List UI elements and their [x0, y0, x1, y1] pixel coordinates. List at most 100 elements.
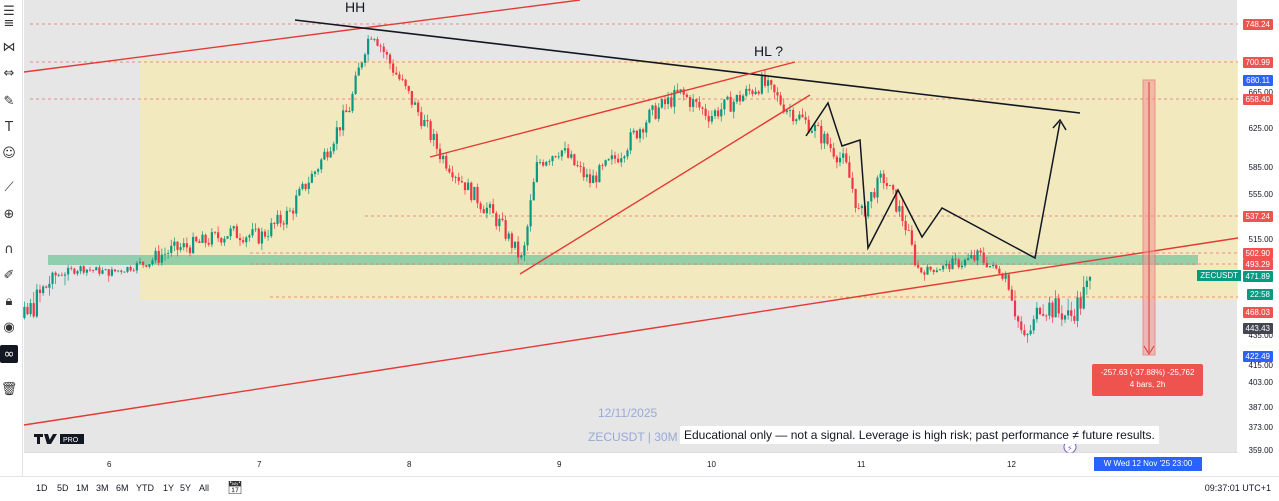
emoji-icon[interactable]: ☺: [0, 144, 18, 162]
candle-body: [55, 273, 57, 276]
candle-body: [205, 235, 207, 243]
candle-body: [342, 110, 344, 130]
candle-body: [36, 290, 38, 317]
candle-body: [123, 272, 125, 273]
candle-body: [1020, 321, 1022, 330]
horizontal-lines-icon[interactable]: ≡: [0, 14, 18, 32]
candle-body: [673, 90, 675, 107]
candle-body: [251, 229, 253, 235]
candle-body: [698, 102, 700, 108]
candle-body: [930, 267, 932, 270]
brush-icon[interactable]: ✎: [0, 92, 18, 110]
text-icon[interactable]: T: [0, 118, 18, 136]
candle-body: [226, 236, 228, 238]
time-axis[interactable]: [24, 453, 1238, 476]
candle-body: [789, 110, 791, 111]
tradingview-logo: PRO: [34, 432, 86, 446]
price-tag: 493.29: [1243, 259, 1273, 270]
candle-body: [264, 232, 266, 237]
candle-body: [733, 102, 735, 112]
zoom-icon[interactable]: ⊕: [0, 205, 18, 223]
timeframe-1m[interactable]: 1M: [76, 483, 89, 493]
candle-body: [905, 221, 907, 230]
magnet-icon[interactable]: ∩: [0, 240, 18, 258]
candle-body: [608, 159, 610, 160]
candle-body: [917, 265, 919, 267]
candle-body: [76, 271, 78, 273]
candle-body: [405, 80, 407, 86]
fib-icon[interactable]: ⇔: [0, 64, 18, 82]
candle-body: [567, 148, 569, 157]
eye-icon[interactable]: ◉: [0, 318, 18, 336]
candle-body: [1080, 297, 1082, 308]
trash-icon[interactable]: 🗑︎: [0, 380, 18, 398]
candle-body: [792, 110, 794, 121]
candle-body: [583, 167, 585, 177]
candle-body: [361, 63, 363, 68]
candle-body: [248, 235, 250, 237]
lock-drawing-icon[interactable]: ✐: [0, 266, 18, 284]
candle-body: [1036, 308, 1038, 319]
candle-body: [980, 250, 982, 252]
clock: 09:37:01 UTC+1: [1205, 483, 1271, 493]
candle-body: [480, 203, 482, 209]
candle-body: [736, 95, 738, 102]
candle-body: [820, 126, 822, 143]
link-icon[interactable]: ∞: [0, 345, 18, 363]
candle-body: [539, 162, 541, 163]
candle-body: [461, 181, 463, 182]
candle-body: [664, 99, 666, 104]
candle-body: [89, 270, 91, 271]
candle-body: [58, 275, 60, 276]
timeframe-5d[interactable]: 5D: [57, 483, 69, 493]
candle-body: [526, 226, 528, 245]
candle-body: [45, 287, 47, 288]
timeframe-ytd[interactable]: YTD: [136, 483, 154, 493]
candle-body: [255, 229, 257, 230]
candle-body: [592, 176, 594, 184]
candle-body: [983, 253, 985, 263]
candle-body: [230, 228, 232, 236]
candle-body: [148, 264, 150, 267]
candle-body: [998, 269, 1000, 274]
ruler-icon[interactable]: ⟋: [0, 178, 18, 196]
timeframe-3m[interactable]: 3M: [96, 483, 109, 493]
timeframe-1y[interactable]: 1Y: [163, 483, 174, 493]
calendar-icon[interactable]: 📅︎: [226, 479, 244, 497]
candle-body: [280, 215, 282, 223]
lock-icon[interactable]: 🔒︎: [0, 292, 18, 310]
candle-body: [561, 150, 563, 156]
candle-body: [492, 204, 494, 213]
candle-body: [901, 206, 903, 221]
pattern-icon[interactable]: ⋈: [0, 38, 18, 56]
timeframe-6m[interactable]: 6M: [116, 483, 129, 493]
candle-body: [333, 144, 335, 152]
candle-body: [86, 270, 88, 273]
candle-body: [180, 247, 182, 250]
crosshair-date-label: W Wed 12 Nov '25 23:00: [1094, 457, 1202, 471]
candle-body: [408, 86, 410, 91]
watermark-date: 12/11/2025: [598, 406, 657, 420]
candle-body: [955, 259, 957, 260]
candle-body: [236, 226, 238, 238]
candle-body: [614, 155, 616, 158]
candle-body: [351, 94, 353, 111]
candle-body: [130, 267, 132, 270]
candle-body: [258, 229, 260, 244]
timeframe-5y[interactable]: 5Y: [180, 483, 191, 493]
timeframe-1d[interactable]: 1D: [36, 483, 48, 493]
price-tick-label: 373.00: [1249, 423, 1273, 432]
candle-body: [926, 267, 928, 275]
candle-body: [430, 121, 432, 140]
candle-body: [108, 269, 110, 275]
candle-body: [551, 156, 553, 161]
measure-line2: 4 bars, 2h: [1092, 379, 1203, 391]
candle-body: [801, 115, 803, 118]
timeframe-all[interactable]: All: [199, 483, 209, 493]
candle-body: [723, 99, 725, 109]
candle-body: [261, 232, 263, 244]
candle-body: [1061, 313, 1063, 319]
date-tick-label: 9: [557, 460, 561, 469]
candle-body: [855, 189, 857, 208]
